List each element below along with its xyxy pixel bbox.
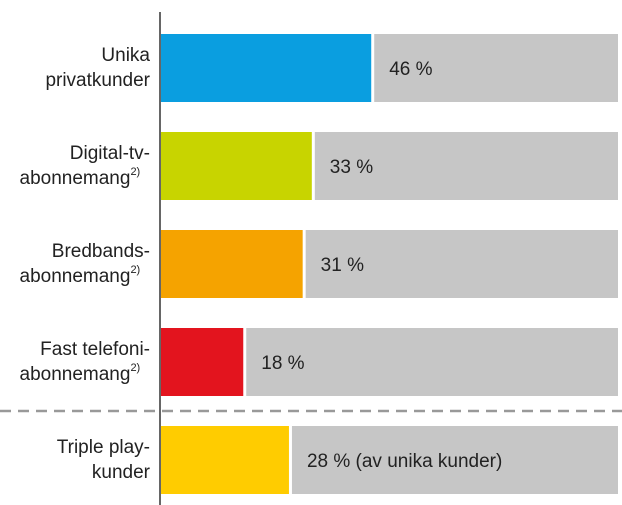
category-line: kunder: [92, 462, 151, 483]
category-line: Bredbands-: [52, 241, 150, 262]
value-label: 28 % (av unika kunder): [307, 451, 502, 472]
bar: [161, 132, 312, 200]
category-line: privatkunder: [45, 70, 150, 91]
category-line: Triple play-: [57, 437, 150, 458]
value-label: 46 %: [389, 59, 432, 80]
footnote-mark: 2): [130, 264, 140, 276]
value-label: 31 %: [321, 255, 364, 276]
footnote-mark: 2): [130, 362, 140, 374]
category-line: Fast telefoni-: [40, 339, 150, 360]
value-label: 18 %: [261, 353, 304, 374]
bar: [161, 34, 372, 102]
bar-track: [374, 34, 618, 102]
category-label: Fast telefoni-abonnemang2): [20, 339, 151, 385]
bar: [161, 328, 244, 396]
category-label: Unika privatkunder: [45, 45, 150, 91]
bar: [161, 230, 303, 298]
category-line: Unika: [101, 45, 150, 66]
bar: [161, 426, 289, 494]
category-line: abonnemang: [20, 168, 131, 189]
category-label: Triple play-kunder: [57, 437, 151, 483]
bar-track: [291, 426, 618, 494]
category-label: Bredbands-abonnemang2): [20, 241, 151, 287]
category-line: Digital-tv-: [70, 143, 150, 164]
bar-track: [305, 230, 618, 298]
value-label: 33 %: [330, 157, 373, 178]
category-line: abonnemang: [20, 364, 131, 385]
category-line: abonnemang: [20, 266, 131, 287]
footnote-mark: 2): [130, 166, 140, 178]
bar-track: [314, 132, 618, 200]
category-label: Digital-tv-abonnemang2): [20, 143, 151, 189]
bar-track: [246, 328, 618, 396]
